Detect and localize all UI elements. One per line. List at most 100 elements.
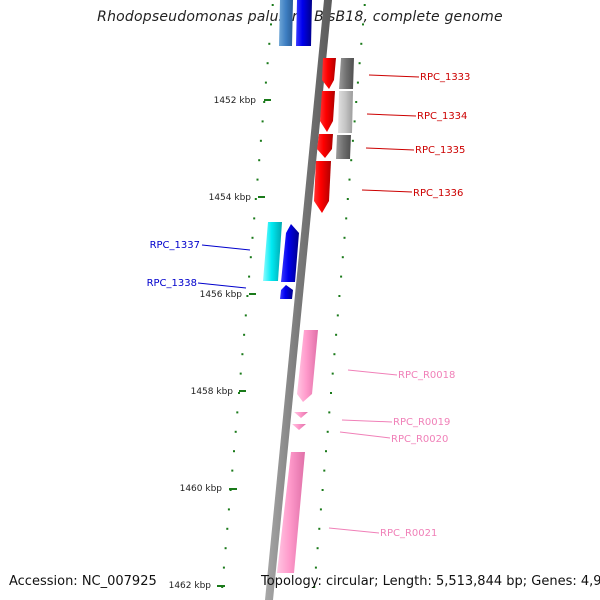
minor-tick-dot [340,275,343,278]
minor-tick-dot [249,256,252,259]
minor-tick-dot [254,198,257,200]
minor-tick-dot [314,566,317,569]
minor-tick-dot [325,450,327,453]
minor-tick-dot [270,23,272,26]
feature-rpc-1338 [280,285,293,299]
gene-label-rpc-1336[interactable]: RPC_1336 [413,188,463,199]
leader-rpc-r0021 [328,527,380,534]
minor-tick-dot [316,547,319,550]
gene-label-rpc-r0021[interactable]: RPC_R0021 [380,528,437,539]
gene-label-rpc-1337[interactable]: RPC_1337 [150,240,200,251]
genome-summary: Topology: circular; Length: 5,513,844 bp… [261,574,600,589]
leader-rpc-1333 [368,74,420,78]
minor-tick-dot [328,411,331,414]
minor-tick-dot [243,333,246,336]
gene-label-rpc-1338[interactable]: RPC_1338 [147,278,197,289]
minor-tick-dot [248,275,251,278]
minor-tick-dot [264,81,267,84]
feature-gray-1333 [339,58,354,89]
feature-steel-top [279,0,293,46]
minor-tick-dot [261,120,264,123]
minor-tick-dot [345,217,348,220]
minor-tick-dot [227,508,230,511]
feature-rpc-1333 [322,58,336,89]
minor-tick-dot [333,353,336,356]
minor-tick-dot [224,547,227,550]
minor-tick-dot [350,159,353,162]
feature-blue-top [296,0,312,46]
minor-tick-dot [233,450,235,453]
gene-label-rpc-r0020[interactable]: RPC_R0020 [391,434,448,445]
tick-label: 1454 kbp [209,193,252,203]
gene-label-rpc-1335[interactable]: RPC_1335 [415,145,465,156]
minor-tick-dot [360,42,363,45]
gene-label-rpc-r0018[interactable]: RPC_R0018 [398,370,455,381]
minor-tick-dot [330,392,332,394]
minor-tick-dot [263,101,266,103]
minor-tick-dot [246,295,249,297]
minor-tick-dot [226,527,229,530]
minor-tick-dot [236,411,239,414]
minor-tick-dot [335,333,338,336]
feature-rpc-r0018 [297,330,318,402]
minor-tick-dot [363,4,366,6]
accession-label: Accession: NC_007925 [9,574,157,589]
tick-label: 1456 kbp [200,290,243,300]
minor-tick-dot [318,527,321,530]
feature-gray-1335 [336,135,351,159]
feature-blue-1337 [281,224,299,282]
genome-backbone [265,0,332,600]
minor-tick-dot [271,4,274,6]
minor-tick-dot [258,159,261,162]
minor-tick-dot [244,314,247,317]
minor-tick-dot [348,178,351,181]
minor-tick-dot [319,508,322,511]
minor-tick-dot [326,430,329,433]
minor-tick-dot [336,314,339,317]
leader-rpc-r0020 [339,431,391,439]
gene-labels: RPC_1333 RPC_1334 RPC_1335 RPC_1336 RPC_… [147,72,471,539]
label-leaders [197,74,420,534]
feature-rpc-1337 [263,222,282,281]
minor-tick-dot [268,42,271,45]
feature-lightgray-1334 [338,91,353,133]
minor-tick-dot [355,101,358,103]
gene-label-rpc-r0019[interactable]: RPC_R0019 [393,417,450,428]
leader-rpc-1334 [366,113,417,117]
minor-tick-dot [356,81,359,84]
gene-label-rpc-1333[interactable]: RPC_1333 [420,72,470,83]
feature-rpc-1334 [320,91,335,132]
minor-tick-dot [323,469,326,472]
minor-tick-dot [313,586,316,588]
minor-tick-dot [234,430,237,433]
tick-ring-outer [313,4,366,588]
minor-tick-dot [358,62,361,65]
feature-rpc-r0019 [294,412,308,418]
minor-tick-dot [331,372,334,375]
feature-rpc-r0021 [277,452,305,573]
minor-tick-dot [231,469,234,472]
feature-rpc-1335 [317,134,333,158]
tick-label: 1462 kbp [169,581,212,591]
feature-rpc-1336 [314,161,331,213]
minor-tick-dot [239,372,242,375]
leader-rpc-1338 [197,282,247,289]
scale-ticks: 1452 kbp 1454 kbp 1456 kbp 1458 kbp 1460… [169,96,271,591]
minor-tick-dot [343,236,346,239]
minor-tick-dot [321,489,324,491]
minor-tick-dot [338,295,341,297]
gene-label-rpc-1334[interactable]: RPC_1334 [417,111,467,122]
minor-tick-dot [238,392,240,394]
minor-tick-dot [222,566,225,569]
minor-tick-dot [346,198,349,200]
tick-label: 1460 kbp [180,484,223,494]
leader-rpc-1337 [201,244,251,251]
feature-rpc-r0020 [292,424,306,430]
minor-tick-dot [256,178,259,181]
minor-tick-dot [341,256,344,259]
tick-label: 1452 kbp [214,96,257,106]
minor-tick-dot [241,353,244,356]
leader-rpc-1335 [365,147,415,151]
minor-tick-dot [259,139,262,142]
